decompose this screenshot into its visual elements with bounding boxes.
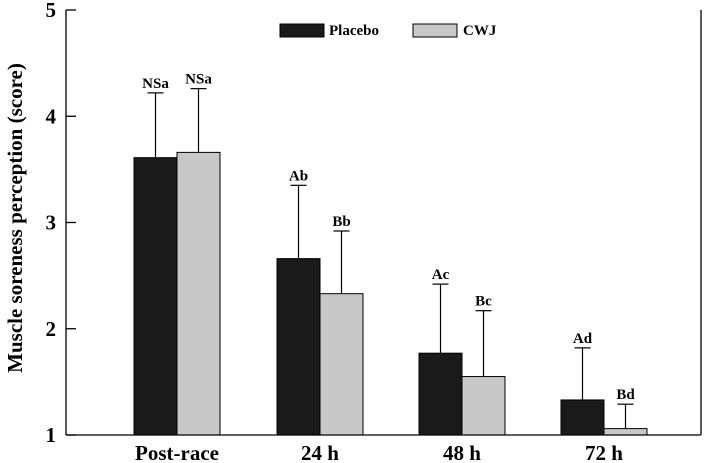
y-tick-label-0: 1 [46,423,57,447]
legend-label-placebo: Placebo [329,23,379,39]
x-category-label-3: 72 h [585,441,623,463]
significance-label-placebo-2: Ac [432,267,450,283]
y-ticks-layer: 1 2 3 4 5 [46,0,76,447]
error-bars-layer [147,88,634,429]
significance-label-placebo-0: NSa [142,76,169,92]
significance-label-cwj-0: NSa [185,72,212,88]
legend: Placebo CWJ [279,23,497,39]
legend-swatch-cwj [412,23,458,38]
bar-placebo-1 [276,258,321,436]
bar-placebo-3 [560,399,605,436]
y-tick-label-1: 2 [46,317,57,341]
legend-label-cwj: CWJ [463,23,497,39]
significance-label-placebo-3: Ad [573,331,593,347]
significance-label-cwj-3: Bd [616,387,635,403]
bars-layer [133,151,648,436]
y-axis-label: Muscle soreness perception (score) [3,63,27,373]
y-tick-label-2: 3 [46,211,57,235]
category-labels-layer: Post-race 24 h 48 h 72 h [135,441,623,463]
x-category-label-0: Post-race [135,441,219,463]
bar-placebo-0 [133,157,178,436]
bar-placebo-2 [418,352,463,436]
bar-cwj-0 [176,151,221,436]
y-tick-label-4: 5 [46,0,57,22]
bar-cwj-1 [319,293,364,436]
x-category-label-1: 24 h [301,441,339,463]
significance-label-cwj-1: Bb [332,214,350,230]
y-tick-label-3: 4 [46,104,57,128]
bar-cwj-3 [603,428,648,436]
significance-label-cwj-2: Bc [475,294,492,310]
legend-swatch-placebo [279,23,325,38]
bar-cwj-2 [461,376,506,436]
significance-label-placebo-1: Ab [289,168,308,184]
x-category-label-2: 48 h [443,441,481,463]
significance-labels-layer: NSa NSa Ab Bb Ac Bc Ad Bd [142,72,635,404]
